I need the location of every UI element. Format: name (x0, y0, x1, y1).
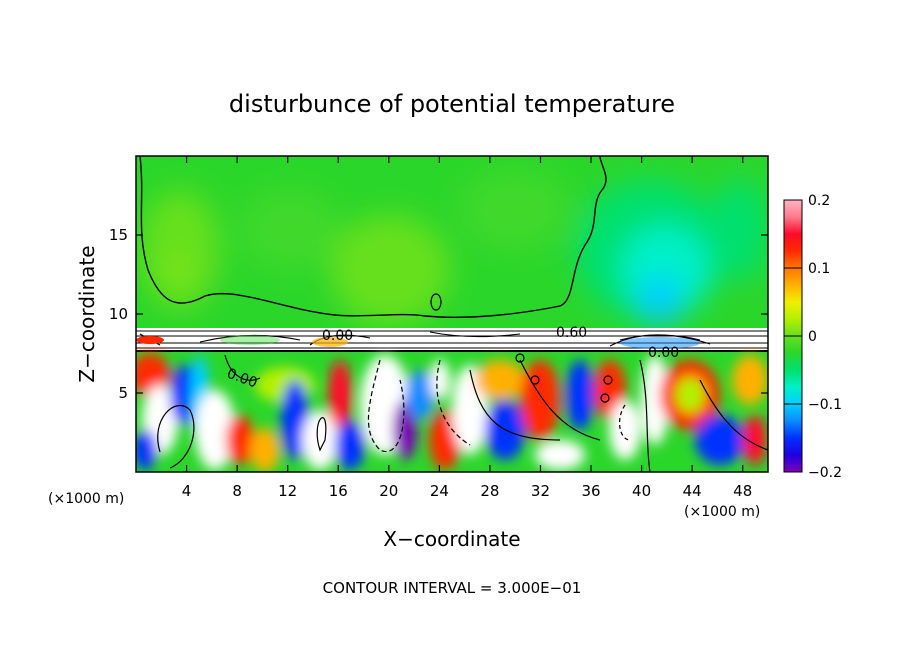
x-tick-label: 4 (182, 482, 192, 500)
contour-label: 0.00 (648, 345, 679, 361)
plot-area (136, 156, 768, 472)
y-axis-label: Z−coordinate (75, 245, 99, 382)
upper-field-anomalies (140, 170, 768, 325)
colorbar: 0.2 0.1 0 −0.1 −0.2 (783, 193, 842, 481)
y-tick-label: 5 (118, 384, 128, 402)
x-axis: 4 8 12 16 20 24 28 32 36 40 44 48 (182, 156, 752, 500)
x-axis-unit-left: (×1000 m) (48, 491, 124, 507)
contour-interval-footnote: CONTOUR INTERVAL = 3.000E−01 (323, 579, 582, 597)
x-tick-label: 32 (531, 482, 550, 500)
x-tick-label: 28 (480, 482, 499, 500)
x-tick-label: 20 (379, 482, 398, 500)
colorbar-tick-label: −0.2 (808, 465, 842, 481)
colorbar-tick-label: 0.1 (808, 261, 830, 277)
colorbar-tick-label: −0.1 (808, 397, 842, 413)
small-contour-loop (430, 293, 442, 311)
x-axis-unit-right: (×1000 m) (684, 504, 760, 520)
colorbar-ticks: 0.2 0.1 0 −0.1 −0.2 (784, 193, 842, 481)
x-axis-label: X−coordinate (383, 527, 520, 551)
y-tick-label: 10 (109, 305, 128, 323)
contour-label: 0.00 (322, 328, 353, 344)
x-tick-label: 16 (329, 482, 348, 500)
inversion-color-blobs (136, 335, 700, 349)
contour-label: 0.60 (556, 325, 587, 341)
x-tick-label: 36 (581, 482, 600, 500)
x-tick-label: 12 (278, 482, 297, 500)
y-axis: 5 10 15 (109, 226, 768, 402)
upper-zero-contour (139, 156, 607, 318)
x-tick-label: 40 (632, 482, 651, 500)
x-tick-label: 24 (430, 482, 449, 500)
lower-turbulent-field (136, 353, 768, 472)
colorbar-tick-label: 0 (808, 329, 817, 345)
x-tick-label: 8 (232, 482, 242, 500)
y-tick-label: 15 (109, 226, 128, 244)
lower-contour-lines (157, 353, 768, 472)
chart-title: disturbunce of potential temperature (229, 90, 675, 118)
colorbar-tick-label: 0.2 (808, 193, 830, 209)
x-tick-label: 44 (683, 482, 702, 500)
x-tick-label: 48 (733, 482, 752, 500)
